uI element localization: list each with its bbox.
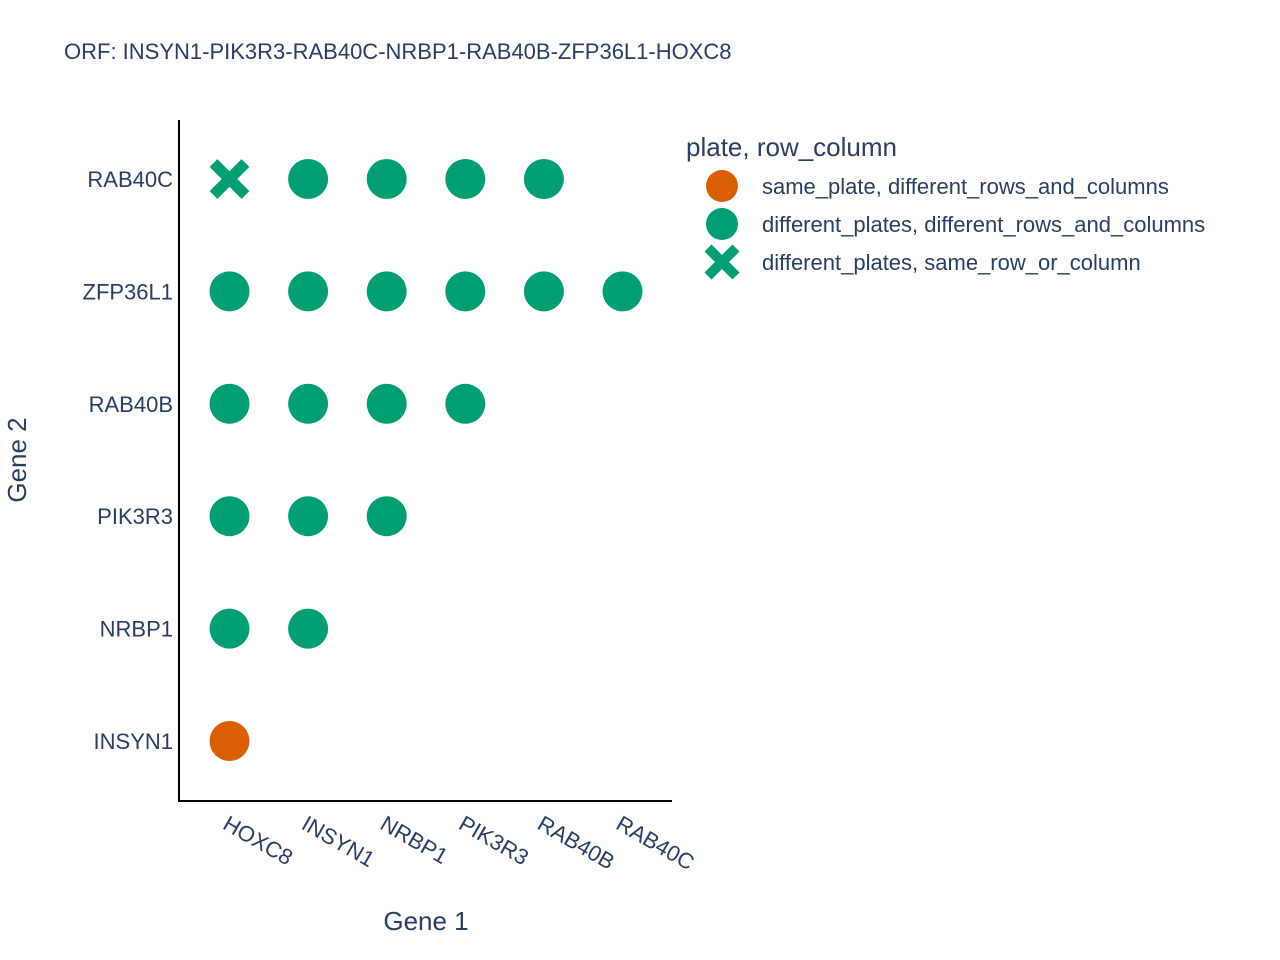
marker-hoxc8-rab40b xyxy=(209,383,250,424)
marker-nrbp1-rab40c xyxy=(366,159,407,199)
marker-insyn1-rab40c xyxy=(288,159,329,199)
legend-label: same_plate, different_rows_and_columns xyxy=(762,174,1169,199)
legend-label: different_plates, different_rows_and_col… xyxy=(762,212,1205,237)
marker-insyn1-pik3r3 xyxy=(288,496,329,537)
x-tick-label-pik3r3: PIK3R3 xyxy=(455,811,533,871)
y-tick-label-pik3r3: PIK3R3 xyxy=(97,504,173,529)
legend-item-1: same_plate, different_rows_and_columns xyxy=(706,170,1169,202)
y-tick-label-rab40b: RAB40B xyxy=(89,392,173,417)
x-tick-label-nrbp1: NRBP1 xyxy=(376,811,452,869)
legend-swatch-circle xyxy=(706,170,738,202)
y-tick-label-rab40c: RAB40C xyxy=(87,167,173,192)
marker-nrbp1-zfp36l1 xyxy=(366,271,407,312)
marker-hoxc8-zfp36l1 xyxy=(209,271,250,312)
marker-pik3r3-zfp36l1 xyxy=(445,271,486,312)
marker-hoxc8-pik3r3 xyxy=(209,496,250,537)
marker-rab40c-zfp36l1 xyxy=(602,271,643,312)
marker-nrbp1-pik3r3 xyxy=(366,496,407,537)
legend-item-2: different_plates, different_rows_and_col… xyxy=(706,208,1205,240)
marker-hoxc8-insyn1 xyxy=(209,721,250,761)
marker-insyn1-rab40b xyxy=(288,383,329,424)
legend-title: plate, row_column xyxy=(686,132,897,162)
marker-insyn1-nrbp1 xyxy=(288,608,329,649)
x-tick-label-hoxc8: HOXC8 xyxy=(219,811,297,871)
marker-rab40b-rab40c xyxy=(523,159,564,199)
marker-hoxc8-nrbp1 xyxy=(209,608,250,649)
marker-insyn1-zfp36l1 xyxy=(288,271,329,312)
x-axis-title: Gene 1 xyxy=(383,906,468,936)
legend: plate, row_column same_plate, different_… xyxy=(686,132,1205,280)
x-tick-label-rab40b: RAB40B xyxy=(533,811,619,875)
legend-label: different_plates, same_row_or_column xyxy=(762,250,1141,275)
x-tick-label-rab40c: RAB40C xyxy=(612,811,699,876)
legend-swatch-circle xyxy=(706,208,738,240)
y-tick-label-insyn1: INSYN1 xyxy=(94,729,173,754)
data-markers xyxy=(209,159,643,761)
y-tick-labels: INSYN1 NRBP1 PIK3R3 RAB40B ZFP36L1 RAB40C xyxy=(83,167,174,754)
marker-rab40b-zfp36l1 xyxy=(523,271,564,312)
legend-items: same_plate, different_rows_and_columnsdi… xyxy=(704,170,1205,280)
x-tick-label-insyn1: INSYN1 xyxy=(298,811,379,872)
legend-swatch-x xyxy=(704,244,740,280)
chart-title: ORF: INSYN1-PIK3R3-RAB40C-NRBP1-RAB40B-Z… xyxy=(64,39,732,64)
marker-pik3r3-rab40b xyxy=(445,383,486,424)
marker-pik3r3-rab40c xyxy=(445,159,486,199)
y-tick-label-zfp36l1: ZFP36L1 xyxy=(83,279,174,304)
y-axis-title: Gene 2 xyxy=(2,417,32,502)
legend-item-3: different_plates, same_row_or_column xyxy=(704,244,1141,280)
marker-hoxc8-rab40c xyxy=(209,159,250,199)
y-tick-label-nrbp1: NRBP1 xyxy=(100,617,173,642)
marker-nrbp1-rab40b xyxy=(366,383,407,424)
